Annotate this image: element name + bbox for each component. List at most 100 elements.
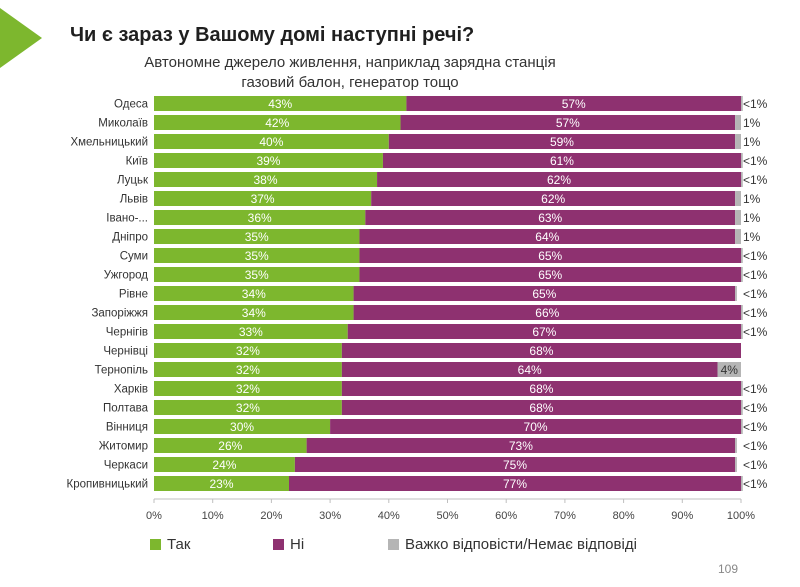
- bar-segment-hard-to-say: [735, 229, 741, 244]
- bar-segment-hard-to-say: [741, 153, 743, 168]
- bar-segment-hard-to-say: [735, 457, 737, 472]
- bar-segment-no: [341, 343, 741, 358]
- data-label-yes: 42%: [265, 116, 289, 130]
- data-label-yes: 35%: [245, 249, 269, 263]
- bar-segment-no: [359, 267, 741, 282]
- bar-segment-hard-to-say: [741, 419, 743, 434]
- data-label-no: 66%: [535, 306, 559, 320]
- bar-segment-no: [353, 286, 736, 301]
- x-tick-label: 0%: [146, 510, 162, 522]
- legend-item-yes: Так: [150, 532, 190, 556]
- x-tick-label: 30%: [319, 510, 341, 522]
- bar-segment-hard-to-say: [741, 476, 743, 491]
- data-label-hard-to-say: <1%: [743, 477, 768, 491]
- bar-segment-no: [359, 229, 736, 244]
- category-label: Миколаїв: [98, 118, 148, 130]
- bar-segment-hard-to-say: [741, 172, 743, 187]
- legend-item-hard-to-say: Важко відповісти/Немає відповіді: [388, 532, 637, 556]
- bar-segment-hard-to-say: [735, 134, 741, 149]
- data-label-hard-to-say: <1%: [743, 249, 768, 263]
- data-label-hard-to-say: <1%: [743, 401, 768, 415]
- bar-segment-yes: [154, 362, 342, 377]
- bar-segment-no: [341, 381, 741, 396]
- data-label-no: 68%: [529, 344, 553, 358]
- stacked-bar-chart: Одеса 43% 57% <1% Миколаїв 42% 57% 1% Хмельницьк…: [67, 96, 768, 522]
- data-label-yes: 38%: [254, 173, 278, 187]
- bar-segment-yes: [154, 210, 366, 225]
- category-label: Рівне: [119, 289, 148, 301]
- category-label: Полтава: [103, 403, 149, 415]
- bar-segment-yes: [154, 381, 342, 396]
- bar-segment-yes: [154, 267, 360, 282]
- x-tick-label: 60%: [495, 510, 517, 522]
- data-label-yes: 26%: [218, 439, 242, 453]
- data-label-no: 65%: [532, 287, 556, 301]
- bar-segment-no: [388, 134, 736, 149]
- chart-title: Чи є зараз у Вашому домі наступні речі?: [70, 24, 475, 46]
- category-label: Вінниця: [106, 422, 148, 434]
- legend-label-no: Ні: [290, 535, 305, 553]
- category-label: Івано-...: [106, 213, 148, 225]
- category-label: Запоріжжя: [91, 308, 148, 320]
- bar-segment-yes: [154, 115, 401, 130]
- data-label-hard-to-say: <1%: [743, 154, 768, 168]
- data-label-hard-to-say: 1%: [743, 192, 761, 206]
- bar-segment-hard-to-say: [741, 96, 743, 111]
- data-label-hard-to-say: <1%: [743, 306, 768, 320]
- data-label-yes: 32%: [236, 363, 260, 377]
- legend-item-no: Ні: [273, 532, 304, 556]
- data-label-yes: 32%: [236, 382, 260, 396]
- category-label: Чернігів: [106, 327, 148, 339]
- bar-segment-hard-to-say: [741, 400, 743, 415]
- category-label: Харків: [114, 384, 148, 396]
- data-label-hard-to-say: <1%: [743, 287, 768, 301]
- data-label-yes: 33%: [239, 325, 263, 339]
- x-tick-label: 70%: [554, 510, 576, 522]
- category-label: Хмельницький: [70, 137, 148, 149]
- bar-segment-hard-to-say: [741, 324, 743, 339]
- category-label: Київ: [126, 156, 148, 168]
- bar-segment-yes: [154, 438, 307, 453]
- bar-segment-no: [353, 305, 741, 320]
- legend-swatch-yes: [150, 538, 161, 550]
- bar-segment-hard-to-say: [735, 115, 741, 130]
- data-label-yes: 40%: [259, 135, 283, 149]
- data-label-yes: 34%: [242, 306, 266, 320]
- chart-subtitle-line1: Автономне джерело живлення, наприклад за…: [144, 54, 556, 71]
- bar-segment-hard-to-say: [717, 362, 741, 377]
- data-label-yes: 43%: [268, 97, 292, 111]
- data-label-hard-to-say: 1%: [743, 135, 761, 149]
- bar-segment-yes: [154, 343, 342, 358]
- bar-segment-no: [289, 476, 741, 491]
- category-label: Черкаси: [104, 460, 148, 472]
- legend-swatch-no: [273, 538, 284, 550]
- data-label-hard-to-say: <1%: [743, 97, 768, 111]
- bar-segment-hard-to-say: [735, 286, 737, 301]
- bar-segment-yes: [154, 286, 354, 301]
- bar-segment-yes: [154, 134, 389, 149]
- data-label-no: 63%: [538, 211, 562, 225]
- bar-segment-yes: [154, 400, 342, 415]
- legend-swatch-hard-to-say: [388, 538, 399, 550]
- bar-segment-yes: [154, 191, 372, 206]
- data-label-hard-to-say: <1%: [743, 420, 768, 434]
- data-label-hard-to-say: 1%: [743, 211, 761, 225]
- bar-segment-hard-to-say: [741, 248, 743, 263]
- data-label-no: 65%: [538, 268, 562, 282]
- data-label-hard-to-say: 4%: [721, 363, 739, 377]
- data-label-hard-to-say: 1%: [743, 116, 761, 130]
- data-label-no: 62%: [547, 173, 571, 187]
- bar-segment-no: [365, 210, 736, 225]
- category-label: Тернопіль: [95, 365, 148, 377]
- data-label-no: 64%: [518, 363, 542, 377]
- data-label-yes: 23%: [209, 477, 233, 491]
- bar-segment-no: [341, 362, 718, 377]
- data-label-hard-to-say: <1%: [743, 325, 768, 339]
- data-label-yes: 24%: [212, 458, 236, 472]
- data-label-no: 67%: [532, 325, 556, 339]
- bar-segment-yes: [154, 457, 295, 472]
- chart-subtitle-line2: газовий балон, генератор тощо: [241, 74, 459, 91]
- data-label-no: 75%: [503, 458, 527, 472]
- bar-segment-yes: [154, 172, 378, 187]
- x-tick-label: 90%: [671, 510, 693, 522]
